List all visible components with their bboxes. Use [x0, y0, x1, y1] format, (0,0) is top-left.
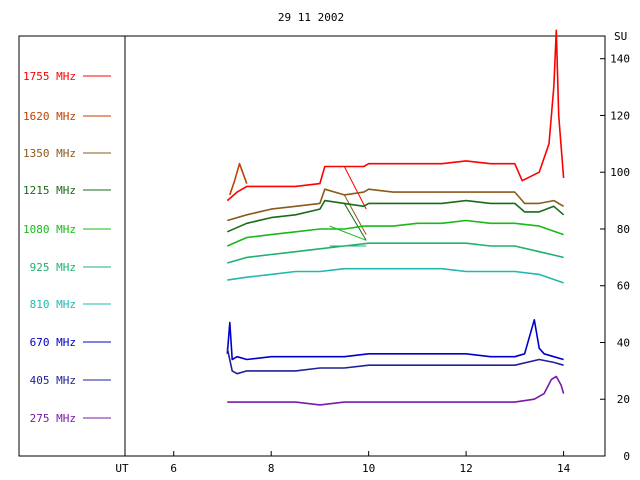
y-tick-label: 100: [610, 166, 630, 179]
y-axis-label: SU: [614, 30, 627, 43]
series-line: [226, 348, 564, 375]
series-line: [226, 219, 564, 247]
series-connectors: [329, 166, 367, 247]
y-tick-label: 80: [617, 223, 630, 236]
x-tick-label: 8: [268, 462, 275, 475]
legend: 1755 MHz 1620 MHz 1350 MHz 1215 MHz 1080 MHz…: [23, 70, 111, 425]
series-line: [226, 318, 564, 361]
y-tick-label: 140: [610, 53, 630, 66]
plot-frame: [18, 35, 606, 457]
x-tick-label: 12: [459, 462, 472, 475]
legend-label: 810 MHz: [30, 298, 76, 311]
series-lines: [226, 29, 565, 406]
gap-connector: [343, 194, 367, 235]
gap-connector: [343, 166, 367, 210]
x-axis-label: UT: [115, 462, 129, 475]
legend-label: 925 MHz: [30, 261, 76, 274]
y-tick-label: 40: [617, 336, 630, 349]
x-axis-ticks: 6 8 10 12 14: [170, 451, 571, 475]
legend-label: 670 MHz: [30, 336, 76, 349]
series-line: [229, 162, 248, 196]
gap-connector: [343, 203, 367, 241]
legend-label: 1215 MHz: [23, 184, 76, 197]
x-tick-label: 6: [170, 462, 177, 475]
series-line: [226, 199, 565, 233]
y-axis-ticks: 0 20 40 60 80 100 120 140: [600, 53, 630, 463]
y-tick-label: 120: [610, 109, 630, 122]
legend-label: 1755 MHz: [23, 70, 76, 83]
x-tick-label: 14: [557, 462, 571, 475]
legend-label: 275 MHz: [30, 412, 76, 425]
series-line: [227, 242, 564, 264]
series-line: [227, 267, 564, 284]
y-tick-label: 60: [617, 280, 630, 293]
legend-label: 405 MHz: [30, 374, 76, 387]
series-line: [227, 188, 565, 222]
y-tick-label: 0: [623, 450, 630, 463]
chart-title: 29 11 2002: [278, 11, 344, 24]
legend-label: 1080 MHz: [23, 223, 76, 236]
legend-label: 1350 MHz: [23, 147, 76, 160]
series-line: [226, 29, 565, 202]
legend-label: 1620 MHz: [23, 110, 76, 123]
y-tick-label: 20: [617, 393, 630, 406]
x-tick-label: 10: [362, 462, 375, 475]
series-line: [227, 375, 565, 406]
